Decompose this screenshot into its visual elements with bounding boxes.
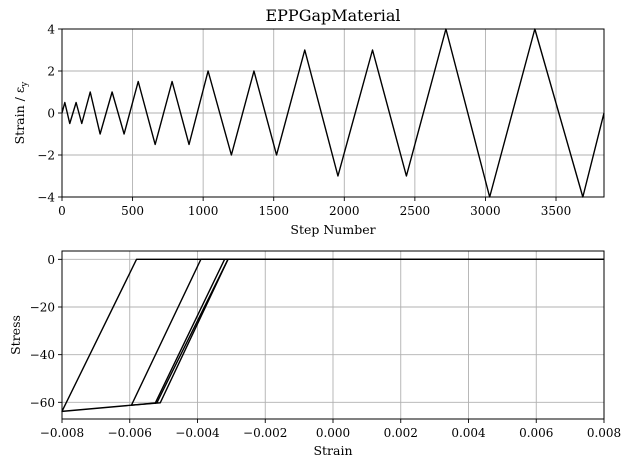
x-tick-label: 0 xyxy=(58,204,66,218)
y-axis-label: Stress xyxy=(8,315,23,355)
series-line xyxy=(154,259,226,404)
y-tick-label: −4 xyxy=(37,191,55,205)
y-tick-label: −20 xyxy=(30,301,55,315)
y-tick-label: −40 xyxy=(30,348,55,362)
strain-history-chart: EPPGapMaterial 0 500 1000 1500 2000 2500 3000 3… xyxy=(12,6,605,237)
x-ticks: −0.008 −0.006 −0.004 −0.002 0.000 0.002 0.004 0… xyxy=(40,419,621,440)
x-axis-label: Step Number xyxy=(290,222,375,237)
series-lines xyxy=(61,28,605,198)
x-tick-label: −0.008 xyxy=(40,426,84,440)
x-tick-label: 500 xyxy=(121,204,144,218)
chart-title: EPPGapMaterial xyxy=(265,6,400,25)
series-line xyxy=(61,28,605,198)
x-tick-label: 3000 xyxy=(470,204,501,218)
x-tick-label: 3500 xyxy=(541,204,572,218)
x-axis-label: Strain xyxy=(313,443,352,458)
x-tick-label: 0.006 xyxy=(519,426,553,440)
y-tick-label: 0 xyxy=(47,107,55,121)
x-tick-label: −0.004 xyxy=(175,426,220,440)
stress-strain-chart: −0.008 −0.006 −0.004 −0.002 0.000 0.002 0.004 0… xyxy=(8,250,621,458)
y-tick-label: −60 xyxy=(30,396,55,410)
x-tick-label: 0.002 xyxy=(384,426,418,440)
series-line xyxy=(130,258,604,406)
y-axis-label-main: Strain / ε xyxy=(12,87,27,145)
x-tick-label: 0.000 xyxy=(316,426,350,440)
x-tick-label: 1000 xyxy=(188,204,219,218)
y-axis-label-sub: y xyxy=(20,81,30,88)
x-tick-label: 0.008 xyxy=(587,426,621,440)
y-ticks: −4 −2 0 2 4 xyxy=(37,23,62,205)
x-tick-label: −0.006 xyxy=(108,426,152,440)
x-tick-label: 2000 xyxy=(329,204,360,218)
x-ticks: 0 500 1000 1500 2000 2500 3000 3500 xyxy=(58,197,571,218)
x-tick-label: −0.002 xyxy=(243,426,287,440)
y-axis-label: Strain / εy xyxy=(12,81,30,145)
grid-lines xyxy=(61,251,605,419)
x-tick-label: 0.004 xyxy=(451,426,486,440)
y-tick-label: 0 xyxy=(47,253,55,267)
x-tick-label: 1500 xyxy=(258,204,289,218)
x-tick-label: 2500 xyxy=(400,204,431,218)
y-ticks: −60 −40 −20 0 xyxy=(30,253,62,410)
y-tick-label: 4 xyxy=(47,23,55,37)
grid-lines xyxy=(61,28,604,198)
series-lines xyxy=(61,258,604,413)
y-tick-label: −2 xyxy=(37,149,55,163)
y-tick-label: 2 xyxy=(47,65,55,79)
